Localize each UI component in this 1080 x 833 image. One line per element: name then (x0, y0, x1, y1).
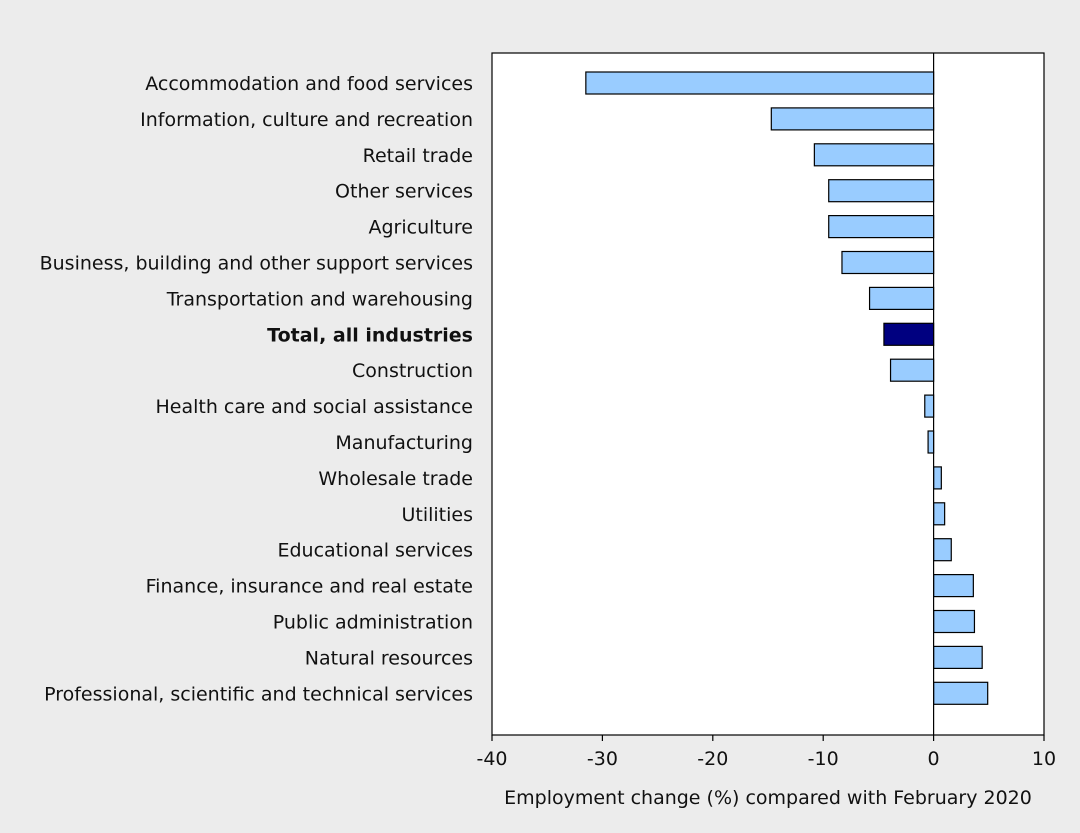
bar-0 (585, 71, 935, 95)
category-label: Natural resources (305, 647, 473, 669)
category-label: Business, building and other support ser… (40, 253, 473, 275)
x-tick-label: 10 (1032, 748, 1056, 770)
bar-10 (927, 430, 935, 454)
category-label: Retail trade (363, 145, 473, 167)
category-labels: Accommodation and food services Informati… (40, 73, 473, 705)
x-tick-label: -40 (476, 748, 507, 770)
bar-12 (932, 502, 946, 526)
x-tick-label: -30 (587, 748, 618, 770)
x-axis-title: Employment change (%) compared with Febr… (504, 787, 1032, 809)
category-label: Public administration (273, 612, 473, 634)
bar-3 (828, 179, 935, 203)
category-label: Transportation and warehousing (166, 288, 473, 310)
bar-6 (868, 286, 935, 310)
bar-13 (932, 538, 952, 562)
x-tick-label: -10 (808, 748, 839, 770)
bar-9 (924, 394, 935, 418)
category-label: Finance, insurance and real estate (146, 576, 473, 598)
bar-7 (883, 322, 935, 346)
category-label: Accommodation and food services (145, 73, 473, 95)
category-label: Wholesale trade (318, 468, 473, 490)
category-label: Professional, scientific and technical s… (44, 683, 473, 705)
category-label: Total, all industries (267, 324, 473, 346)
category-label: Other services (335, 181, 473, 203)
x-axis-ticks: -40 -30 -20 -10 0 10 (476, 735, 1056, 770)
bar-4 (828, 215, 935, 239)
x-tick-label: 0 (928, 748, 940, 770)
category-label: Utilities (401, 504, 473, 526)
bar-2 (813, 143, 935, 167)
bar-1 (770, 107, 935, 131)
bar-8 (889, 358, 935, 382)
bar-16 (932, 645, 983, 670)
category-label: Agriculture (369, 217, 474, 239)
category-label: Health care and social assistance (155, 396, 473, 418)
category-label: Educational services (277, 540, 473, 562)
bar-5 (841, 250, 935, 275)
x-tick-label: -20 (697, 748, 728, 770)
category-label: Manufacturing (335, 432, 473, 454)
bar-11 (932, 466, 942, 490)
bar-15 (932, 609, 976, 634)
category-label: Information, culture and recreation (140, 109, 473, 131)
bar-14 (932, 573, 974, 598)
bar-17 (932, 681, 989, 705)
category-label: Construction (352, 360, 473, 382)
